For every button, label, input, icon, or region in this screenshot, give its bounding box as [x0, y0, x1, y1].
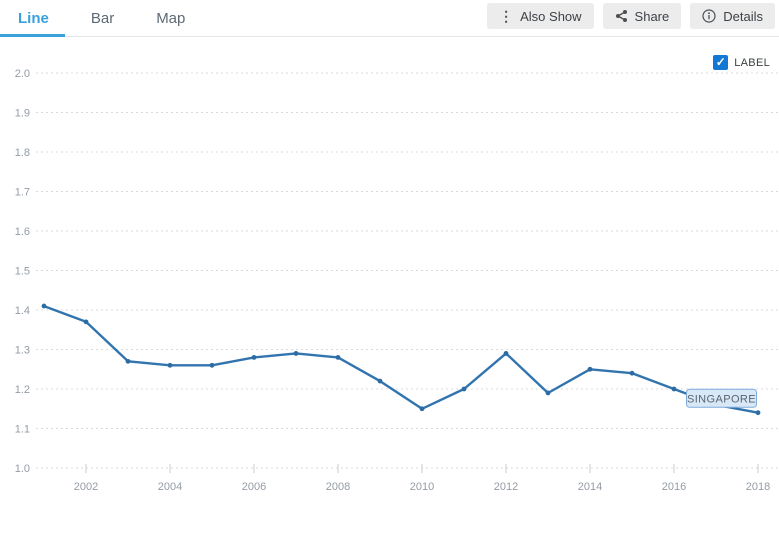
label-checkbox-control[interactable]: ✓ LABEL: [713, 55, 770, 70]
label-checkbox-text: LABEL: [734, 56, 770, 69]
data-point[interactable]: [419, 406, 425, 412]
data-point[interactable]: [461, 386, 467, 392]
share-label: Share: [634, 8, 670, 24]
data-point[interactable]: [377, 378, 383, 384]
share-icon: [615, 9, 628, 23]
line-chart-area: 2.0 1.9 1.8 1.7 1.6 1.5 1.4 1.3 1.2 1.1 1.0 2002 200…: [0, 37, 779, 546]
data-point[interactable]: [335, 355, 341, 360]
also-show-label: Also Show: [520, 8, 582, 24]
x-tick-label: 2010: [410, 481, 434, 493]
data-point[interactable]: [755, 410, 761, 416]
x-tick-label: 2004: [158, 481, 182, 493]
chart-toolbar: Line Bar Map ⋮ Also Show Share: [0, 0, 779, 37]
x-tick-label: 2018: [746, 481, 770, 493]
also-show-button[interactable]: ⋮ Also Show: [487, 3, 594, 29]
line-chart-canvas: 2.0 1.9 1.8 1.7 1.6 1.5 1.4 1.3 1.2 1.1 1.0 2002 200…: [15, 68, 779, 493]
view-tabs: Line Bar Map: [18, 0, 227, 36]
label-checkbox[interactable]: ✓: [713, 55, 729, 70]
x-tick-label: 2008: [326, 481, 350, 493]
data-point[interactable]: [587, 366, 593, 372]
data-point[interactable]: [251, 355, 257, 360]
y-tick-label: 1.9: [15, 108, 30, 120]
tab-bar[interactable]: Bar: [90, 9, 115, 27]
x-tick-label: 2012: [494, 481, 518, 493]
tab-map[interactable]: Map: [156, 9, 186, 27]
y-tick-label: 1.7: [15, 187, 30, 199]
vertical-ellipsis-icon: ⋮: [499, 8, 514, 24]
data-point[interactable]: [629, 370, 635, 376]
data-point[interactable]: [293, 351, 299, 356]
y-tick-label: 1.2: [15, 384, 30, 396]
tab-line[interactable]: Line: [18, 9, 49, 27]
info-icon: [702, 9, 716, 23]
y-tick-label: 2.0: [15, 68, 30, 80]
y-tick-label: 1.3: [15, 345, 30, 357]
data-point[interactable]: [125, 358, 131, 364]
x-tick-label: 2016: [662, 481, 686, 493]
series-label-singapore[interactable]: [686, 388, 757, 408]
data-point[interactable]: [503, 351, 509, 356]
x-tick-label: 2014: [578, 481, 602, 493]
y-tick-label: 1.6: [15, 226, 30, 238]
series-label-text: SINGAPORE: [687, 393, 756, 405]
x-tick-label: 2006: [242, 481, 266, 493]
y-tick-label: 1.1: [15, 424, 30, 436]
details-label: Details: [723, 8, 763, 24]
y-tick-label: 1.0: [15, 463, 30, 475]
data-point[interactable]: [83, 319, 89, 325]
y-tick-label: 1.4: [15, 305, 30, 317]
data-point[interactable]: [545, 390, 551, 396]
x-tick-label: 2002: [74, 481, 98, 493]
details-button[interactable]: Details: [690, 3, 775, 29]
active-tab-underline: [0, 34, 65, 37]
data-point[interactable]: [209, 362, 215, 368]
action-buttons: ⋮ Also Show Share: [487, 3, 775, 29]
y-tick-label: 1.5: [15, 266, 30, 278]
share-button[interactable]: Share: [602, 3, 682, 29]
data-point[interactable]: [167, 362, 173, 368]
series-line-singapore[interactable]: [42, 304, 760, 414]
data-point[interactable]: [671, 386, 677, 392]
data-point[interactable]: [41, 303, 47, 309]
y-tick-label: 1.8: [15, 147, 30, 159]
